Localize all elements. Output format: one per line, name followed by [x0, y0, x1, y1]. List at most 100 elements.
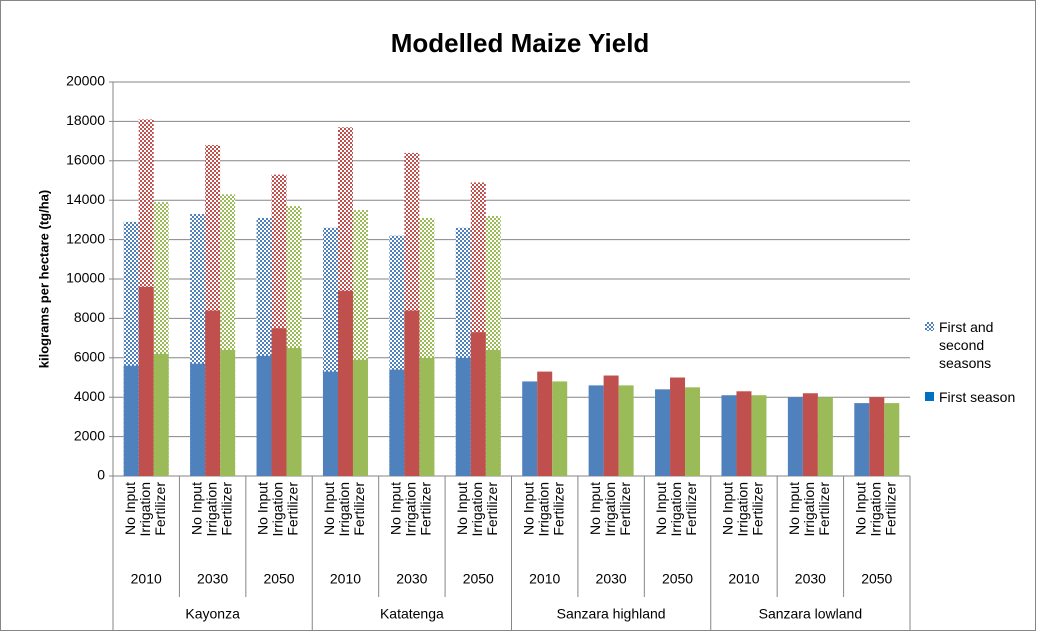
bar: [884, 403, 900, 476]
bar: [138, 286, 154, 476]
year-label: 2050: [662, 571, 693, 587]
y-tick-label: 16000: [66, 152, 105, 168]
bar: [854, 403, 870, 476]
bar: [817, 397, 833, 476]
bar: [802, 393, 818, 476]
x-tick-label: Fertilizer: [218, 482, 234, 536]
bar: [751, 395, 767, 476]
legend-label: First season: [939, 389, 1016, 405]
y-tick-label: 6000: [74, 349, 105, 365]
x-tick-label: Fertilizer: [683, 482, 699, 536]
y-tick-label: 12000: [66, 230, 105, 246]
bar: [419, 357, 435, 476]
legend-key: [925, 392, 934, 401]
bar: [352, 359, 368, 476]
bar: [404, 310, 420, 476]
x-tick-label: Irrigation: [602, 482, 618, 536]
x-tick-label: Fertilizer: [882, 482, 898, 536]
bar: [322, 371, 338, 476]
year-label: 2030: [795, 571, 826, 587]
chart-title: Modelled Maize Yield: [391, 28, 650, 58]
region-label: Kayonza: [185, 606, 240, 622]
y-tick-label: 4000: [74, 388, 105, 404]
y-axis-label: kilograms per hectare (tg/ha): [36, 190, 51, 368]
bar: [123, 365, 139, 476]
x-tick-label: No Input: [786, 482, 802, 535]
y-tick-label: 14000: [66, 191, 105, 207]
x-tick-label: No Input: [587, 482, 603, 535]
bar: [736, 391, 752, 476]
x-tick-label: Fertilizer: [550, 482, 566, 536]
x-tick-label: No Input: [388, 482, 404, 535]
year-label: 2010: [131, 571, 162, 587]
bar: [869, 397, 885, 476]
y-tick-label: 20000: [66, 73, 105, 89]
bar: [603, 375, 619, 476]
year-label: 2030: [396, 571, 427, 587]
x-tick-label: Irrigation: [403, 482, 419, 536]
bar: [271, 328, 287, 476]
x-tick-label: Irrigation: [270, 482, 286, 536]
y-tick-label: 10000: [66, 270, 105, 286]
bar: [522, 381, 538, 476]
bar: [337, 290, 353, 476]
year-label: 2030: [596, 571, 627, 587]
x-tick-label: Fertilizer: [484, 482, 500, 536]
year-label: 2050: [263, 571, 294, 587]
x-tick-label: Fertilizer: [750, 482, 766, 536]
region-label: Sanzara highland: [557, 606, 666, 622]
legend-key: [925, 322, 934, 331]
x-tick-label: Irrigation: [203, 482, 219, 536]
year-label: 2030: [197, 571, 228, 587]
bar: [721, 395, 737, 476]
year-label: 2050: [861, 571, 892, 587]
x-tick-label: No Input: [255, 482, 271, 535]
bar: [655, 389, 671, 476]
bar: [670, 377, 686, 476]
x-tick-label: No Input: [454, 482, 470, 535]
x-tick-label: No Input: [188, 482, 204, 535]
bar: [220, 349, 236, 476]
bar: [286, 347, 302, 476]
y-tick-label: 2000: [74, 427, 105, 443]
x-tick-label: Fertilizer: [418, 482, 434, 536]
x-tick-label: Fertilizer: [285, 482, 301, 536]
x-tick-label: Irrigation: [336, 482, 352, 536]
x-tick-label: Irrigation: [735, 482, 751, 536]
year-label: 2010: [728, 571, 759, 587]
x-tick-label: Fertilizer: [816, 482, 832, 536]
y-tick-label: 0: [97, 467, 105, 483]
x-tick-label: No Input: [852, 482, 868, 535]
bar: [389, 369, 405, 476]
bar: [537, 371, 553, 476]
legend-item: First and second seasons: [925, 318, 1025, 372]
x-tick-label: Irrigation: [469, 482, 485, 536]
bar: [618, 385, 634, 476]
year-label: 2010: [529, 571, 560, 587]
x-tick-label: Irrigation: [801, 482, 817, 536]
y-tick-label: 18000: [66, 112, 105, 128]
bar: [256, 355, 272, 476]
bar: [485, 349, 501, 476]
x-tick-label: Fertilizer: [152, 482, 168, 536]
legend-item: First season: [925, 388, 1025, 406]
x-tick-label: Irrigation: [867, 482, 883, 536]
bar: [455, 357, 471, 476]
x-tick-label: No Input: [122, 482, 138, 535]
x-tick-label: Irrigation: [137, 482, 153, 536]
x-tick-label: No Input: [321, 482, 337, 535]
legend-label: First and second seasons: [939, 319, 994, 371]
x-tick-label: Irrigation: [668, 482, 684, 536]
bar: [588, 385, 604, 476]
region-label: Katatenga: [380, 606, 444, 622]
x-tick-label: No Input: [653, 482, 669, 535]
x-tick-label: Irrigation: [535, 482, 551, 536]
bar: [787, 397, 803, 476]
bar: [190, 363, 206, 476]
bar: [552, 381, 568, 476]
x-tick-label: Fertilizer: [617, 482, 633, 536]
year-label: 2050: [463, 571, 494, 587]
